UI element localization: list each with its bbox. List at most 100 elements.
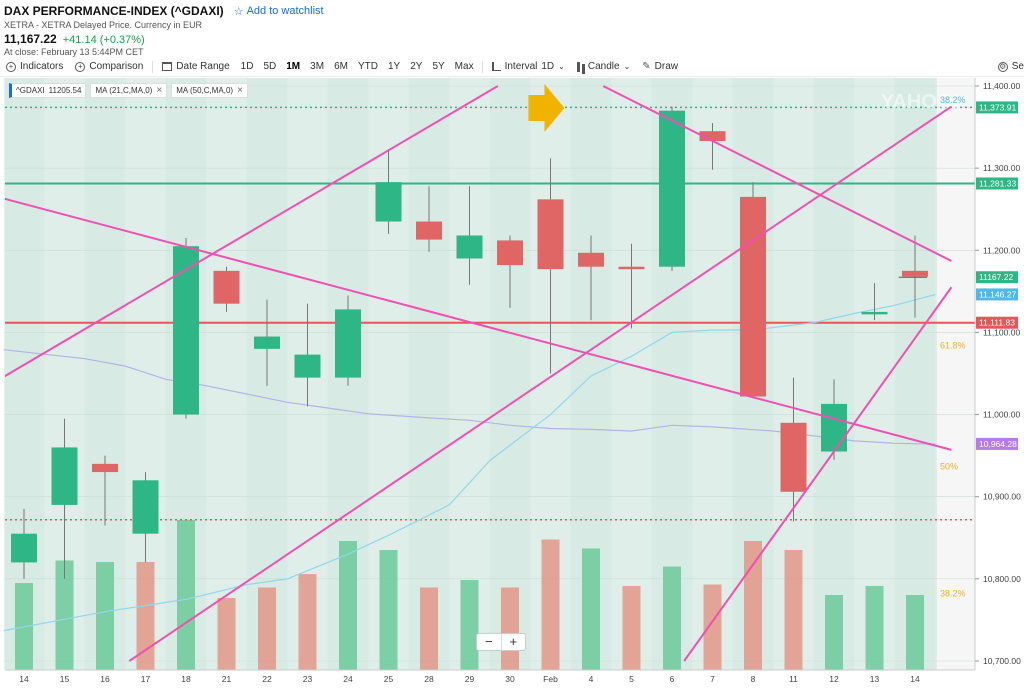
- candle-body: [780, 422, 807, 492]
- price-tag: [976, 101, 1018, 114]
- add-to-watchlist-button[interactable]: ☆ Add to watchlist: [234, 5, 324, 18]
- x-tick-label: Feb: [543, 674, 558, 684]
- price-tag: [976, 177, 1018, 190]
- x-tick-label: 28: [424, 674, 434, 684]
- day-band: [894, 78, 936, 670]
- chevron-down-icon: ⌄: [558, 62, 565, 71]
- date-range-button[interactable]: Date Range: [156, 61, 235, 72]
- settings-label: Se: [1011, 61, 1024, 72]
- calendar-icon: [162, 62, 173, 71]
- volume-bar: [217, 598, 236, 670]
- close-icon[interactable]: ×: [156, 85, 163, 96]
- legend-symbol[interactable]: ^GDAXI 11205.54: [9, 83, 87, 98]
- watchlist-label: Add to watchlist: [246, 5, 324, 17]
- day-band: [813, 78, 855, 670]
- volume-bar: [136, 562, 155, 670]
- price-tag: [976, 271, 1018, 284]
- x-tick-label: 24: [343, 674, 353, 684]
- interval-button[interactable]: Interval 1D ⌄: [486, 61, 571, 72]
- price-tag-label: 11,281.33: [979, 178, 1016, 188]
- draw-button[interactable]: ✎ Draw: [636, 61, 684, 72]
- chevron-down-icon: ⌄: [623, 62, 631, 71]
- candle-body: [416, 221, 442, 240]
- volume-bar: [825, 595, 843, 670]
- fib-label: 38.2%: [940, 95, 966, 105]
- range-button-1m[interactable]: 1M: [286, 61, 301, 72]
- legend-ma21[interactable]: MA (21,C,MA,0) ×: [90, 83, 168, 98]
- x-tick-label: 23: [303, 674, 313, 684]
- settings-button[interactable]: ⚙ Se: [992, 61, 1024, 72]
- fib-label: 61.8%: [940, 341, 966, 351]
- candle-body: [254, 336, 280, 349]
- range-button-1y[interactable]: 1Y: [387, 61, 401, 72]
- volume-bar: [177, 520, 195, 670]
- x-tick-label: 30: [505, 674, 515, 684]
- price-chart[interactable]: YAHOO!38.2%61.8%50%38.2%11,400.0011,300.…: [0, 78, 1024, 690]
- comparison-button[interactable]: + Comparison: [69, 61, 149, 72]
- volume-bar: [663, 566, 681, 670]
- indicators-button[interactable]: + Indicators: [0, 61, 69, 72]
- x-tick-label: 12: [829, 674, 839, 684]
- y-tick-label: 11,300.00: [983, 163, 1020, 173]
- volume-bar: [784, 550, 803, 670]
- range-button-3m[interactable]: 3M: [310, 61, 325, 72]
- volume-bar: [906, 595, 924, 670]
- volume-bar: [703, 584, 722, 670]
- candle-body: [132, 480, 159, 534]
- day-band: [489, 78, 531, 670]
- zoom-in-button[interactable]: +: [509, 634, 518, 649]
- range-button-ytd[interactable]: YTD: [357, 61, 378, 72]
- watermark-logo: YAHOO!: [881, 91, 959, 113]
- price-tag-label: 11,146.27: [979, 289, 1016, 299]
- volume-bar: [865, 586, 884, 670]
- range-button-max[interactable]: Max: [454, 61, 474, 72]
- y-tick-label: 11,000.00: [983, 410, 1020, 420]
- x-tick-label: 6: [670, 674, 675, 684]
- x-tick-label: 21: [222, 674, 232, 684]
- interval-label: Interval: [504, 61, 538, 72]
- volume-bar: [582, 548, 600, 670]
- zoom-out-button[interactable]: −: [477, 634, 502, 650]
- x-tick-label: 29: [465, 674, 475, 684]
- chart-toolbar: + Indicators + Comparison Date Range 1D 5…: [0, 57, 1024, 77]
- x-tick-label: 14: [19, 674, 29, 684]
- y-tick-label: 11,400.00: [983, 81, 1020, 91]
- divider: [481, 60, 483, 73]
- candle-body: [699, 131, 726, 142]
- candle-button[interactable]: Candle ⌄: [571, 61, 636, 72]
- last-price: 11,167.22: [4, 32, 57, 46]
- plus-circle-icon: +: [6, 61, 16, 72]
- candle-body: [618, 266, 645, 270]
- range-button-6m[interactable]: 6M: [334, 61, 348, 72]
- volume-bar: [379, 550, 398, 670]
- range-button-5y[interactable]: 5Y: [432, 61, 445, 72]
- range-button-1d[interactable]: 1D: [240, 61, 254, 72]
- volume-bar: [96, 562, 114, 670]
- candle-body: [861, 311, 888, 315]
- candle-body: [821, 403, 847, 452]
- x-tick-label: 25: [384, 674, 394, 684]
- range-button-5d[interactable]: 5D: [263, 61, 277, 72]
- y-tick-label: 10,800.00: [983, 574, 1021, 584]
- divider: [152, 60, 154, 73]
- trend-line: [128, 105, 953, 662]
- pencil-icon: ✎: [642, 61, 651, 72]
- volume-bar: [55, 560, 74, 670]
- candle-body: [902, 270, 928, 277]
- candle-body: [578, 252, 604, 267]
- price-tag: [976, 316, 1018, 329]
- x-tick-label: 13: [870, 674, 880, 684]
- volume-bar: [420, 587, 438, 670]
- x-tick-label: 11: [789, 674, 798, 684]
- candle-body: [11, 533, 37, 563]
- y-tick-label: 10,700.00: [983, 656, 1021, 666]
- draw-label: Draw: [654, 61, 679, 72]
- legend-ma50[interactable]: MA (50,C,MA,0) ×: [171, 83, 248, 98]
- close-icon[interactable]: ×: [237, 85, 243, 96]
- legend-symbol-value: 11205.54: [48, 86, 82, 95]
- price-tag: [976, 437, 1018, 450]
- interval-value: 1D: [541, 61, 555, 72]
- range-button-2y[interactable]: 2Y: [410, 61, 423, 72]
- range-selector: 1D 5D 1M 3M 6M YTD 1Y 2Y 5Y Max: [236, 61, 479, 72]
- volume-bar: [541, 539, 560, 670]
